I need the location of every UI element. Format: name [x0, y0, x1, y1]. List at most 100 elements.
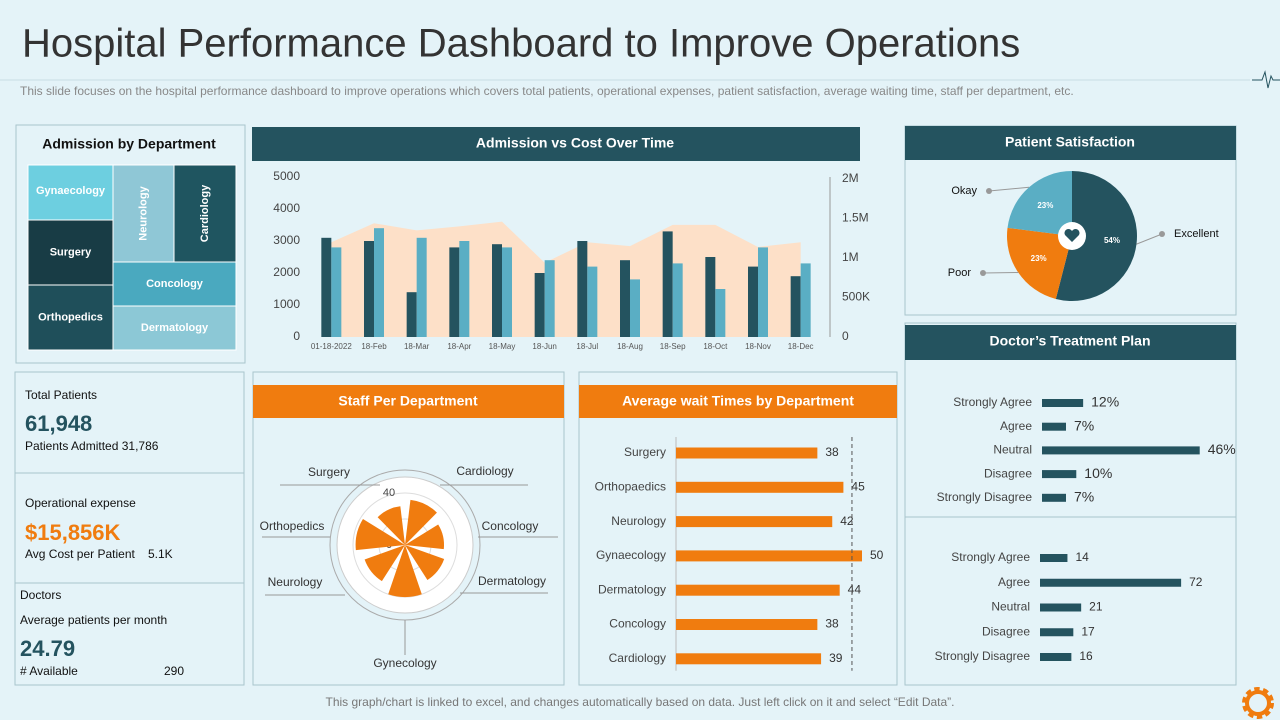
- page-title: Hospital Performance Dashboard to Improv…: [22, 22, 1020, 66]
- area: [331, 221, 801, 337]
- pie-slice: [1007, 227, 1072, 299]
- bar: [502, 247, 512, 337]
- kpi-label: Doctors: [20, 588, 61, 602]
- bar: [321, 237, 332, 337]
- pie-category-label: Okay: [951, 185, 977, 197]
- bar: [1040, 554, 1068, 562]
- staff-header: [253, 385, 564, 418]
- treemap-tile: [112, 305, 237, 351]
- x-tick-label: 01-18-2022: [311, 342, 352, 351]
- treemap-label: Orthopedics: [38, 311, 103, 323]
- subtitle: This slide focuses on the hospital perfo…: [20, 84, 1074, 98]
- bar: [630, 279, 640, 337]
- x-tick-label: 18-Oct: [703, 342, 728, 351]
- category-label: Orthopedics: [260, 519, 325, 533]
- y2-tick-label: 1M: [842, 250, 859, 264]
- category-label: Dermatology: [478, 574, 546, 588]
- bar: [1040, 578, 1182, 587]
- kpi-sub-value: 5.1K: [148, 547, 173, 561]
- pie-leader-dot: [980, 270, 986, 276]
- pie-value-label: 54%: [1104, 236, 1120, 245]
- bar: [748, 266, 758, 337]
- treemap-label: Dermatology: [141, 322, 209, 334]
- y-tick-label: 0: [293, 329, 300, 343]
- kpi-sub: Patients Admitted 31,786: [25, 439, 159, 453]
- treemap-tile: [173, 164, 237, 263]
- y2-tick-label: 2M: [842, 171, 859, 185]
- y-tick-label: 3000: [273, 233, 300, 247]
- r-tick-label: 40: [383, 487, 395, 499]
- pie-leader-dot: [1159, 231, 1165, 237]
- category-label: Neutral: [993, 443, 1032, 457]
- category-label: Disagree: [984, 466, 1032, 480]
- bar: [416, 237, 427, 337]
- value-label: 38: [825, 445, 839, 459]
- treemap-tile: [112, 261, 237, 307]
- value-label: 7%: [1074, 417, 1094, 433]
- bar: [492, 244, 502, 337]
- x-tick-label: 18-May: [489, 342, 516, 351]
- kpi-avail-value: 290: [164, 664, 184, 678]
- bar: [331, 247, 342, 337]
- category-label: Concology: [482, 519, 539, 533]
- kpi-panel: [14, 371, 245, 686]
- category-label: Strongly Disagree: [937, 490, 1033, 504]
- value-label: 21: [1089, 600, 1103, 614]
- value-label: 44: [848, 582, 862, 596]
- staff-panel: [252, 371, 565, 686]
- treemap-panel: [15, 124, 246, 364]
- category-label: Neurology: [268, 575, 323, 589]
- value-label: 16: [1079, 649, 1093, 663]
- bar: [1040, 603, 1082, 612]
- value-label: 10%: [1084, 465, 1112, 481]
- kpi-avail-label: # Available: [20, 664, 78, 678]
- pie-leader: [988, 186, 1030, 192]
- bar: [676, 516, 833, 528]
- treemap-label: Surgery: [50, 246, 92, 258]
- combo-header: [252, 127, 860, 161]
- category-label: Gynecology: [373, 656, 436, 670]
- polar-grid: [352, 492, 458, 598]
- pie-category-label: Excellent: [1174, 228, 1219, 240]
- treemap-tile: [112, 164, 175, 263]
- bar: [672, 263, 683, 337]
- treatment-header: [905, 325, 1236, 360]
- y-tick-label: 5000: [273, 169, 300, 183]
- bar: [1042, 493, 1066, 502]
- value-label: 17: [1081, 624, 1095, 638]
- bar: [705, 257, 716, 337]
- category-label: Concology: [609, 617, 666, 631]
- category-label: Strongly Disagree: [935, 649, 1031, 663]
- bar: [1042, 422, 1066, 431]
- pie-category-label: Poor: [948, 267, 972, 279]
- heartbeat-icon: [1252, 70, 1280, 89]
- treemap-tile: [27, 219, 114, 286]
- bar: [1042, 470, 1077, 479]
- bar: [577, 241, 588, 337]
- heart-icon: [1064, 228, 1080, 242]
- x-tick-label: 18-Aug: [617, 342, 643, 351]
- bar: [1040, 653, 1072, 661]
- category-label: Strongly Agree: [953, 395, 1032, 409]
- polar-wedge: [364, 545, 405, 582]
- x-tick-label: 18-Mar: [404, 342, 430, 351]
- category-label: Cardiology: [609, 651, 666, 665]
- polar-wedge: [405, 545, 445, 581]
- treemap-title: Admission by Department: [42, 136, 216, 152]
- category-label: Strongly Agree: [951, 550, 1030, 564]
- category-label: Cardiology: [456, 464, 513, 478]
- bar: [758, 247, 768, 337]
- bar: [676, 584, 840, 596]
- kpi-value: 24.79: [20, 636, 75, 661]
- treemap-label: Neurology: [137, 185, 149, 240]
- y-tick-label: 2000: [273, 265, 300, 279]
- polar-wedge: [405, 524, 444, 550]
- bar: [587, 266, 598, 337]
- value-label: 39: [829, 651, 843, 665]
- value-label: 50: [870, 548, 884, 562]
- value-label: 14: [1075, 550, 1089, 564]
- category-label: Disagree: [982, 624, 1030, 638]
- category-label: Gynaecology: [596, 548, 666, 562]
- bar: [406, 292, 417, 337]
- x-tick-label: 18-Jul: [576, 342, 598, 351]
